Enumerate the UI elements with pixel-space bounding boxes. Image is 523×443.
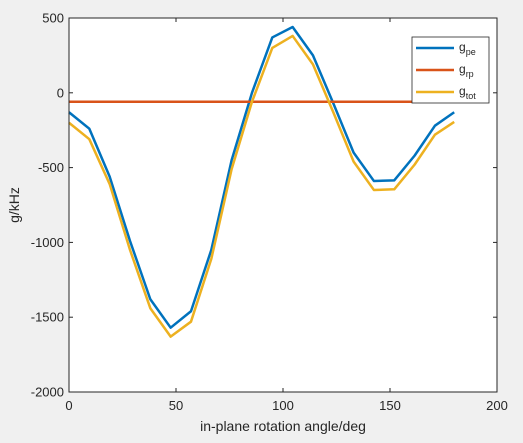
x-tick-label: 200 xyxy=(486,398,508,413)
x-axis-label: in-plane rotation angle/deg xyxy=(200,418,366,434)
series-line-g-pe xyxy=(68,25,455,329)
legend-label-subscript: pe xyxy=(466,47,476,57)
x-tick-label: 100 xyxy=(272,398,294,413)
legend-label-rp: grp xyxy=(459,62,474,79)
ticks-layer: 0 50 100 150 200 -2000 -1500 -1000 -500 0 500 xyxy=(31,11,508,414)
legend-label-subscript: rp xyxy=(466,69,474,79)
x-tick-label: 150 xyxy=(379,398,401,413)
legend-label-main: g xyxy=(459,40,466,54)
legend-label-main: g xyxy=(459,62,466,76)
y-tick-label: 500 xyxy=(42,11,64,26)
y-tick-label: -1500 xyxy=(31,310,64,325)
y-tick-label: -2000 xyxy=(31,385,64,400)
y-tick-label: -500 xyxy=(38,160,64,175)
y-tick-label: -1000 xyxy=(31,235,64,250)
legend-label-subscript: tot xyxy=(466,91,477,101)
x-tick-label: 0 xyxy=(65,398,72,413)
legend-label-tot: gtot xyxy=(459,84,476,101)
series-line-g-tot xyxy=(68,34,455,338)
legend-label-pe: gpe xyxy=(459,40,476,57)
y-tick-label: 0 xyxy=(57,85,64,100)
y-axis-label: g/kHz xyxy=(6,187,22,223)
legend-label-main: g xyxy=(459,84,466,98)
series-layer xyxy=(68,25,455,338)
x-tick-label: 50 xyxy=(169,398,183,413)
